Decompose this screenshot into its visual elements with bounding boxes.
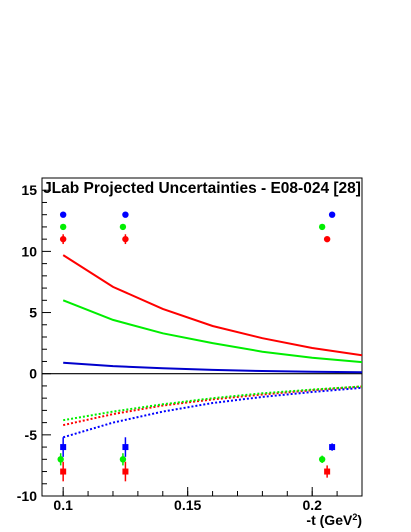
data-point-17 (324, 468, 331, 475)
data-point-11 (60, 468, 67, 475)
data-point-14 (122, 468, 129, 475)
data-point-10 (57, 456, 64, 463)
series-line-5 (62, 386, 362, 439)
ticks-layer (42, 177, 338, 497)
y-tick-label-5: 15 (21, 182, 37, 198)
data-point-1 (59, 223, 67, 231)
data-point-8 (323, 235, 331, 243)
points-layer (57, 211, 336, 482)
chart-title: JLab Projected Uncertainties - E08-024 [… (43, 180, 361, 197)
data-point-6 (328, 211, 336, 218)
data-point-16 (318, 456, 326, 463)
series-line-1 (62, 299, 362, 364)
x-tick-label-2: 0.2 (302, 497, 322, 513)
data-point-9 (60, 444, 67, 451)
y-tick-label-2: 0 (29, 366, 37, 382)
y-tick-label-1: -5 (25, 427, 38, 443)
series-line-2 (63, 361, 362, 374)
y-tick-label-0: -10 (17, 488, 37, 504)
x-axis-label-superscript: 2 (352, 512, 357, 522)
series-line-0 (62, 254, 362, 357)
data-point-5 (122, 235, 129, 243)
x-axis-label: -t (GeV2) (306, 512, 362, 528)
curves-layer (62, 254, 362, 439)
series-line-3 (62, 385, 362, 427)
y-tick-label-4: 10 (21, 243, 37, 259)
x-axis-label-end: ) (357, 512, 362, 528)
x-tick-label-0: 0.1 (53, 497, 73, 513)
data-point-2 (59, 235, 67, 243)
data-point-7 (318, 223, 326, 231)
plot-frame (41, 177, 363, 497)
x-tick-label-1: 0.15 (174, 497, 201, 513)
data-point-0 (59, 211, 67, 218)
data-point-13 (119, 456, 127, 463)
x-axis-label-main: -t (GeV (306, 512, 353, 528)
y-tick-label-3: 5 (29, 305, 37, 321)
data-point-4 (119, 223, 127, 231)
data-point-12 (122, 444, 129, 451)
data-point-3 (122, 211, 129, 218)
tick-labels-layer: 0.1 0.15 0.2 -10 -5 0 5 10 15 (17, 182, 322, 513)
data-point-15 (329, 444, 336, 451)
